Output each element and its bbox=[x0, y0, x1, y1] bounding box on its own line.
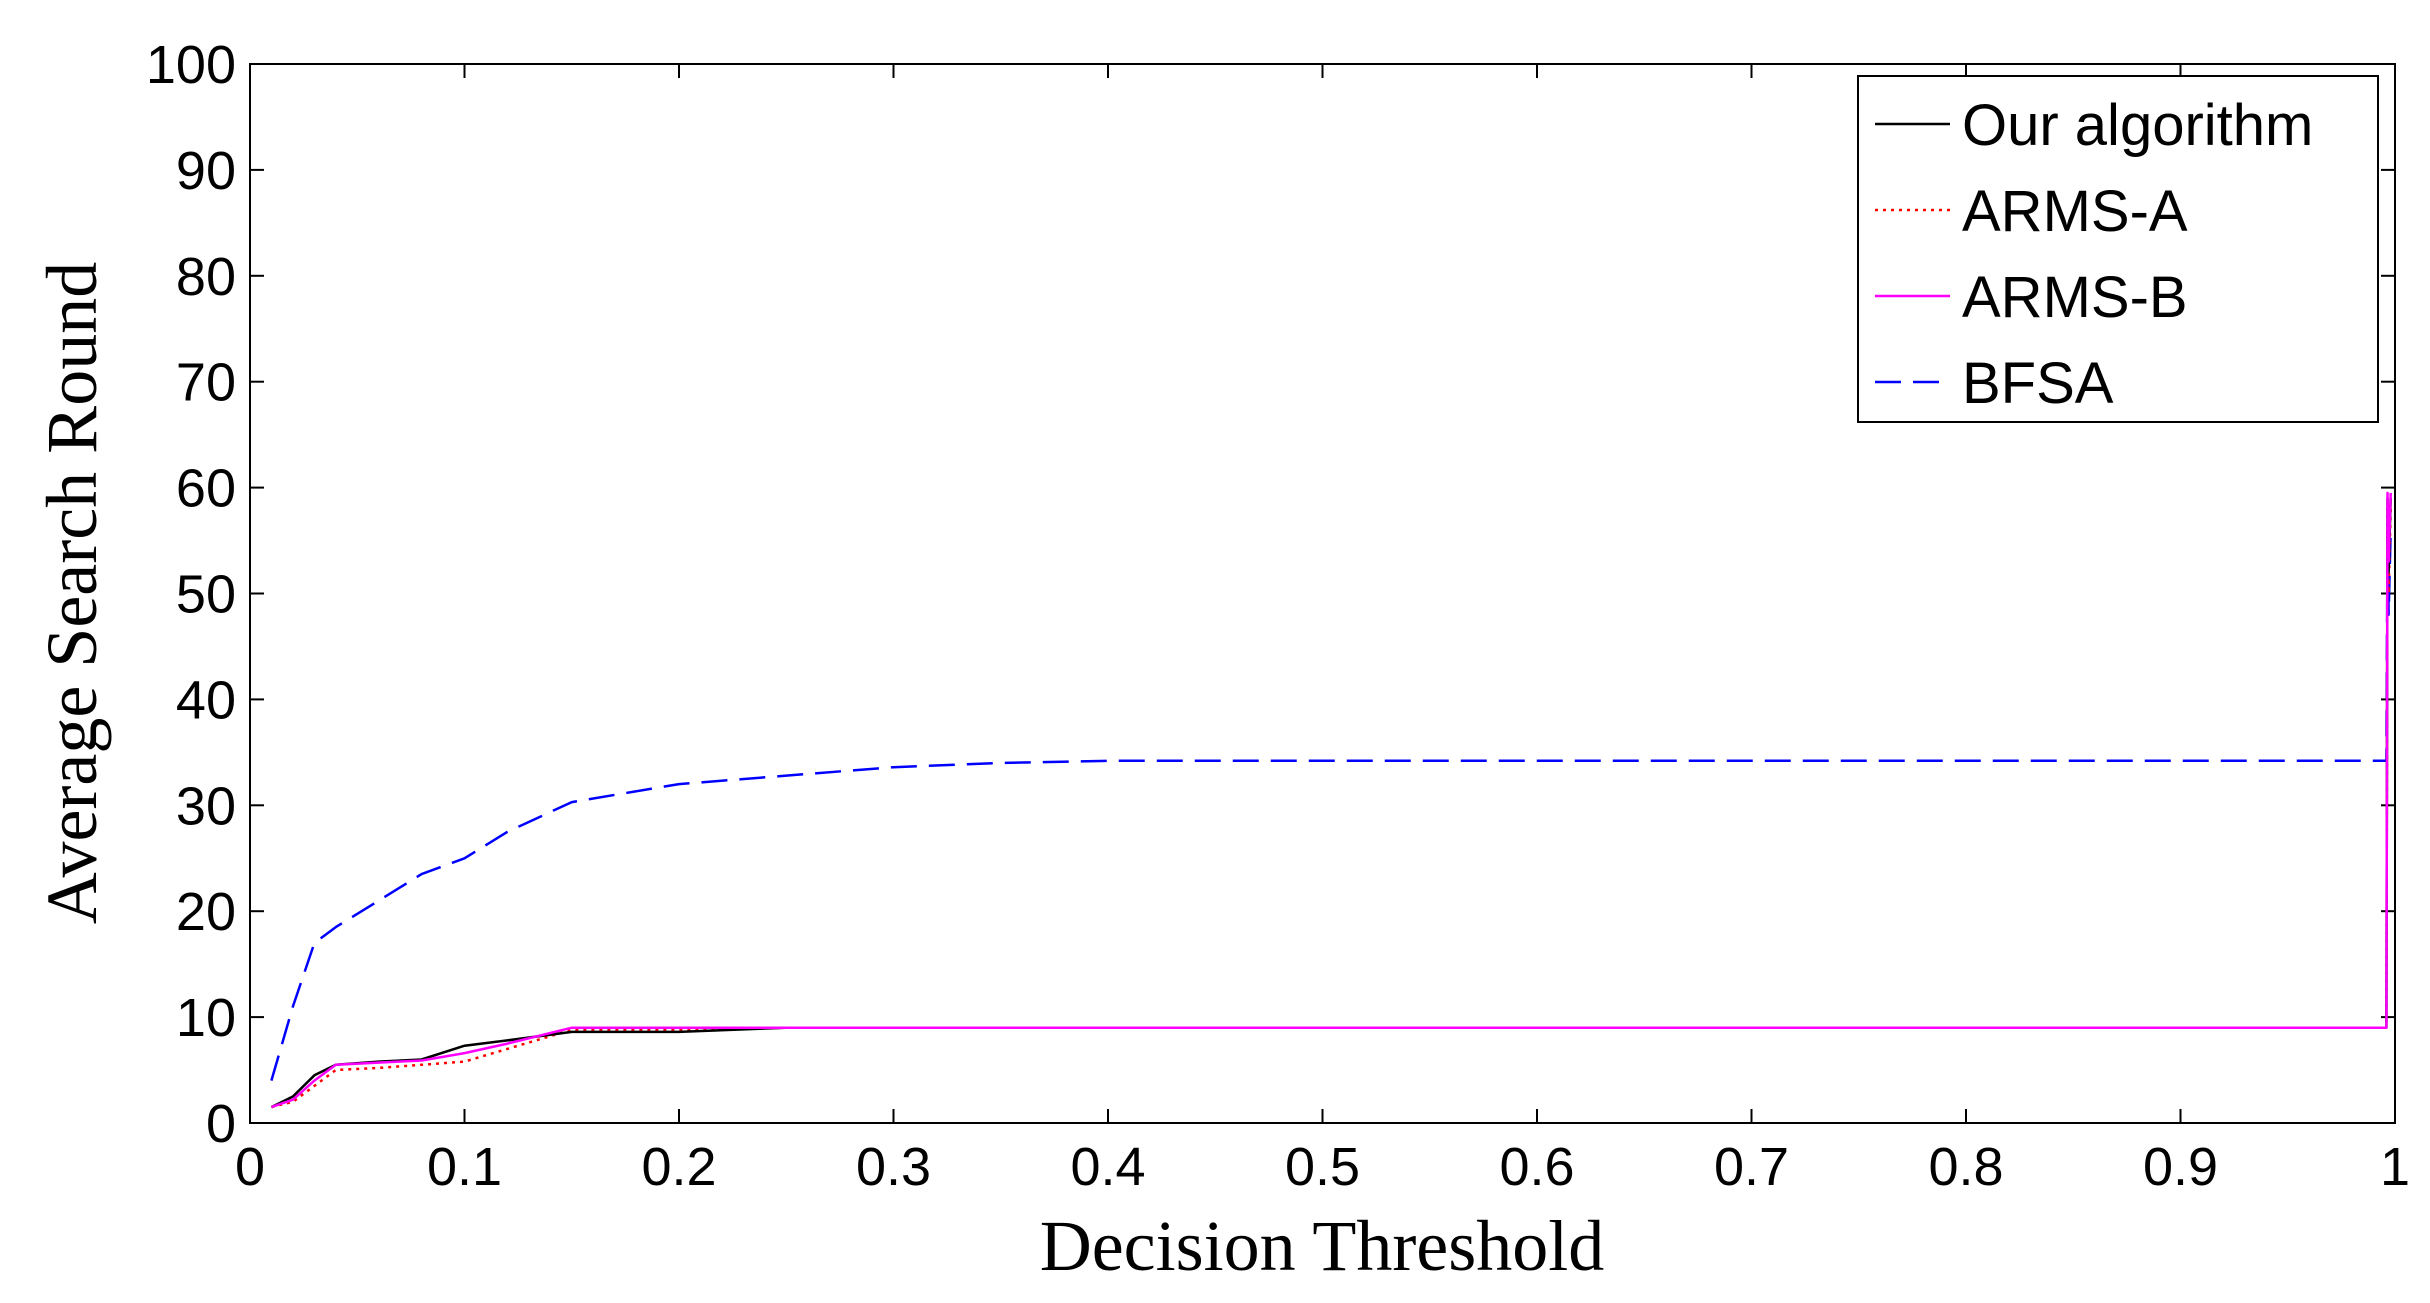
y-tick-label: 60 bbox=[176, 459, 236, 519]
y-tick-label: 80 bbox=[176, 247, 236, 307]
y-tick-label: 20 bbox=[176, 882, 236, 942]
y-tick-label: 40 bbox=[176, 670, 236, 730]
series-lines bbox=[270, 491, 2392, 1109]
legend: Our algorithm ARMS-A ARMS-B BFSA bbox=[1857, 75, 2379, 423]
x-tick-label: 0.8 bbox=[1928, 1137, 2003, 1197]
y-tick-label: 100 bbox=[146, 35, 236, 95]
legend-label: BFSA bbox=[1962, 351, 2114, 416]
y-tick-label: 30 bbox=[176, 776, 236, 836]
legend-items: Our algorithm ARMS-A ARMS-B BFSA bbox=[1875, 93, 2313, 416]
y-axis-title: Average Search Round bbox=[32, 262, 112, 924]
legend-label: ARMS-A bbox=[1962, 179, 2188, 244]
series-line-arms-b bbox=[270, 491, 2392, 1109]
x-tick-label: 0.9 bbox=[2143, 1137, 2218, 1197]
x-tick-label: 1 bbox=[2380, 1137, 2410, 1197]
x-tick-label: 0.5 bbox=[1285, 1137, 1360, 1197]
y-tick-label: 90 bbox=[176, 141, 236, 201]
legend-label: ARMS-B bbox=[1962, 265, 2188, 330]
y-tick-label: 0 bbox=[206, 1094, 236, 1154]
x-tick-label: 0 bbox=[235, 1137, 265, 1197]
x-tick-label: 0.4 bbox=[1070, 1137, 1145, 1197]
y-tick-label: 50 bbox=[176, 565, 236, 625]
x-tick-label: 0.7 bbox=[1714, 1137, 1789, 1197]
x-tick-label: 0.3 bbox=[856, 1137, 931, 1197]
x-axis-title: Decision Threshold bbox=[1040, 1206, 1605, 1286]
x-tick-label: 0.6 bbox=[1499, 1137, 1574, 1197]
series-line-bfsa bbox=[270, 528, 2392, 1081]
y-tick-label: 70 bbox=[176, 353, 236, 413]
x-tick-label: 0.1 bbox=[427, 1137, 502, 1197]
y-tick-label: 10 bbox=[176, 988, 236, 1048]
legend-box bbox=[1857, 75, 2379, 423]
tick-labels: 0 0.1 0.2 0.3 0.4 0.5 0.6 0.7 0.8 0.9 101020304050… bbox=[146, 35, 2410, 1197]
legend-label: Our algorithm bbox=[1962, 93, 2313, 158]
x-tick-label: 0.2 bbox=[641, 1137, 716, 1197]
